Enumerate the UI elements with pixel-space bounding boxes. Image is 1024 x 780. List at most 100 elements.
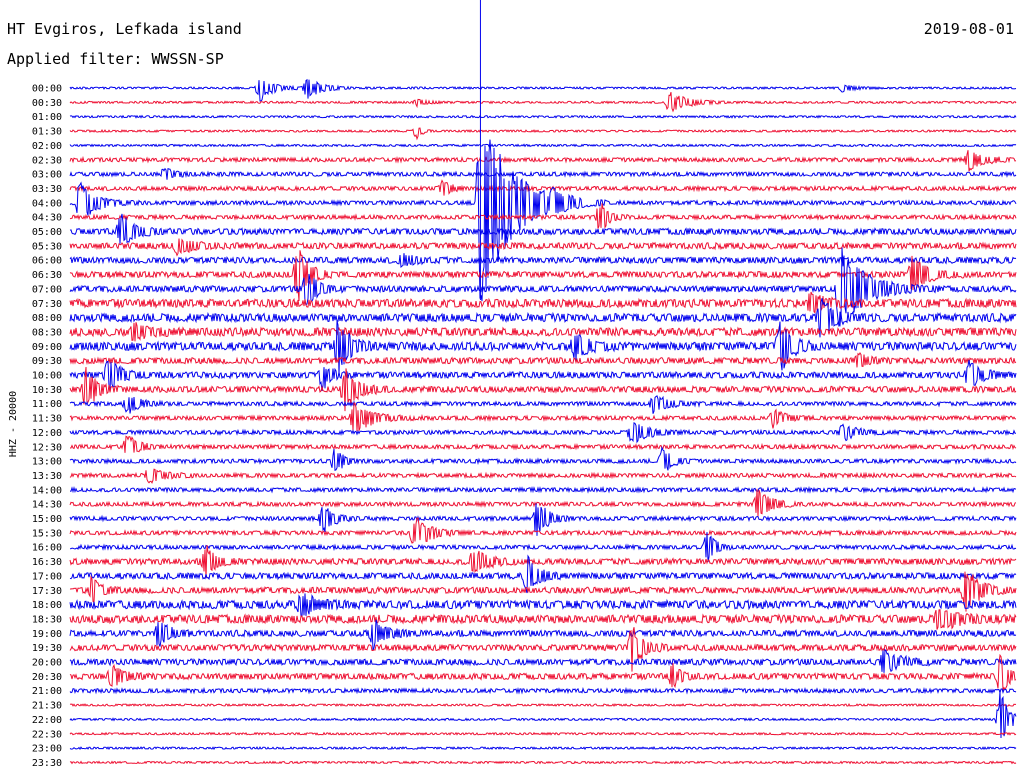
trace-row [69, 322, 1017, 342]
trace-row [69, 238, 1017, 257]
time-tick-label: 15:00 [32, 514, 62, 525]
trace-row [69, 359, 1017, 392]
time-tick-label: 05:30 [32, 241, 62, 252]
time-tick-label: 17:00 [32, 571, 62, 582]
time-tick-label: 13:00 [32, 457, 62, 468]
trace-row [69, 167, 1017, 180]
trace-row [69, 485, 1017, 494]
trace-row [69, 468, 1017, 484]
time-tick-label: 22:30 [32, 729, 62, 740]
time-tick-label: 17:30 [32, 586, 62, 597]
trace-row [69, 179, 1017, 196]
trace-row [69, 686, 1017, 695]
time-tick-label: 18:00 [32, 600, 62, 611]
time-tick-label: 21:00 [32, 686, 62, 697]
time-tick-label: 00:30 [32, 98, 62, 109]
trace-row [69, 746, 1017, 751]
trace-row [69, 445, 1017, 472]
trace-row [69, 320, 1017, 376]
time-tick-label: 05:00 [32, 227, 62, 238]
time-tick-label: 11:30 [32, 414, 62, 425]
trace-row [69, 253, 1017, 269]
trace-row [69, 571, 1017, 612]
trace-row [69, 150, 1017, 172]
time-tick-label: 10:00 [32, 371, 62, 382]
time-tick-label: 12:00 [32, 428, 62, 439]
time-tick-label: 14:00 [32, 485, 62, 496]
trace-row [69, 213, 1017, 244]
trace-row [69, 690, 1017, 739]
trace-row [69, 517, 1017, 544]
trace-row [69, 203, 1017, 229]
trace-row [69, 139, 1017, 302]
trace-row [69, 545, 1017, 578]
time-tick-label: 09:00 [32, 342, 62, 353]
trace-row [69, 298, 1017, 338]
trace-row [69, 627, 1017, 672]
time-tick-label: 00:00 [32, 84, 62, 95]
trace-row [70, 435, 1017, 453]
time-tick-label: 14:30 [32, 500, 62, 511]
time-tick-label: 22:00 [32, 715, 62, 726]
y-axis-label: HHZ - 20000 [8, 391, 19, 457]
time-tick-label: 13:30 [32, 471, 62, 482]
time-tick-label: 01:00 [32, 112, 62, 123]
trace-row [69, 114, 1017, 119]
time-tick-label: 20:30 [32, 672, 62, 683]
trace-row [69, 402, 1017, 432]
time-tick-label: 23:30 [32, 758, 62, 769]
trace-row [69, 247, 1017, 327]
time-tick-label: 03:30 [32, 184, 62, 195]
trace-row [69, 92, 1017, 113]
trace-row [69, 554, 1017, 594]
trace-row [69, 653, 1017, 691]
trace-row [69, 609, 1017, 630]
time-tick-label: 09:30 [32, 356, 62, 367]
time-tick-label: 20:00 [32, 658, 62, 669]
trace-group [69, 0, 1017, 765]
time-tick-label: 19:00 [32, 629, 62, 640]
time-tick-label: 16:00 [32, 543, 62, 554]
trace-row [69, 532, 1017, 563]
trace-row [69, 352, 1017, 368]
trace-row [69, 619, 1017, 651]
trace-row [69, 250, 1017, 302]
trace-row [69, 593, 1017, 618]
trace-row [69, 648, 1017, 673]
time-label-group: 00:00 00:30 01:00 01:30 02:00 02:30 03:00 03:30… [32, 84, 62, 769]
time-tick-label: 01:30 [32, 127, 62, 138]
record-date: 2019-08-01 [923, 20, 1014, 38]
time-tick-label: 07:00 [32, 284, 62, 295]
time-tick-label: 21:30 [32, 701, 62, 712]
time-tick-label: 16:30 [32, 557, 62, 568]
filter-subtitle: Applied filter: WWSSN-SP [7, 50, 224, 68]
station-title: HT Evgiros, Lefkada island [7, 20, 242, 38]
trace-row [69, 395, 1017, 414]
time-tick-label: 11:00 [32, 399, 62, 410]
trace-row [69, 503, 1017, 536]
time-tick-label: 02:30 [32, 155, 62, 166]
trace-row [69, 127, 1017, 141]
trace-row [69, 422, 1016, 444]
time-tick-label: 18:30 [32, 614, 62, 625]
time-tick-label: 06:00 [32, 256, 62, 267]
trace-row [69, 760, 1017, 765]
trace-row [69, 731, 1017, 736]
time-tick-label: 08:00 [32, 313, 62, 324]
time-tick-label: 04:00 [32, 198, 62, 209]
time-tick-label: 04:30 [32, 213, 62, 224]
time-tick-label: 19:30 [32, 643, 62, 654]
time-tick-label: 07:30 [32, 299, 62, 310]
time-tick-label: 06:30 [32, 270, 62, 281]
trace-row [69, 366, 1017, 412]
time-tick-label: 03:00 [32, 170, 62, 181]
trace-row [69, 291, 1017, 314]
time-tick-label: 02:00 [32, 141, 62, 152]
time-tick-label: 23:00 [32, 744, 62, 755]
trace-row [69, 703, 1017, 708]
time-tick-label: 08:30 [32, 327, 62, 338]
time-tick-label: 10:30 [32, 385, 62, 396]
time-tick-label: 12:30 [32, 442, 62, 453]
time-tick-label: 15:30 [32, 528, 62, 539]
